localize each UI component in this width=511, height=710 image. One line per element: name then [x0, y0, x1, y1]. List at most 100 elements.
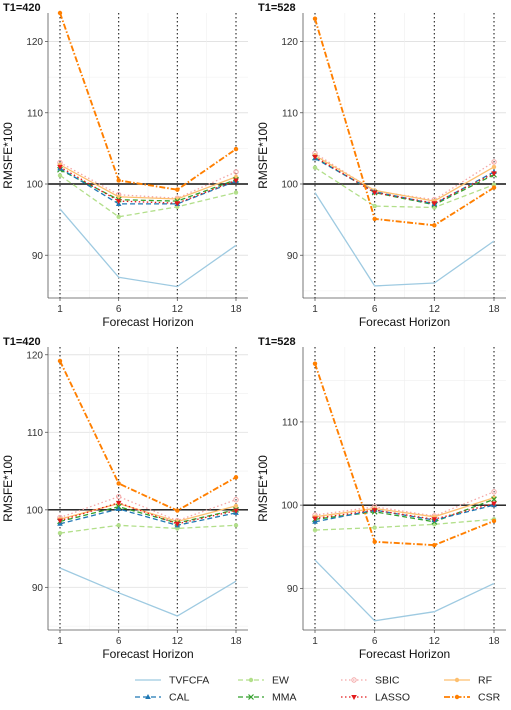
- series-csr: [57, 10, 239, 192]
- y-axis-label: RMSFE*100: [256, 455, 270, 522]
- x-tick-label: 6: [372, 304, 378, 315]
- panel-title: T1=528: [258, 336, 296, 348]
- data-point-csr: [175, 508, 180, 513]
- y-tick-label: 110: [282, 417, 298, 428]
- y-tick-label: 100: [26, 180, 43, 191]
- data-point-csr: [57, 358, 63, 364]
- series-line-ew: [314, 167, 495, 209]
- series-line-csr: [314, 18, 495, 227]
- data-point-lasso: [491, 171, 497, 177]
- legend-label: EW: [272, 675, 289, 687]
- series-lasso: [57, 164, 239, 207]
- series-csr: [312, 16, 497, 228]
- series-line-lasso: [59, 502, 237, 525]
- legend-marker: [351, 677, 357, 683]
- data-point-csr: [233, 146, 239, 152]
- data-point-ew: [312, 527, 318, 533]
- x-tick-label: 18: [488, 304, 500, 315]
- legend-label: CAL: [169, 692, 190, 704]
- legend-item-cal: CAL: [135, 692, 190, 704]
- data-point-ew: [312, 165, 318, 170]
- data-point-lasso: [57, 518, 63, 524]
- chart-panel-3: 90 100 110 120 1 6 12 18 T1=420 Forecast Horizon R…: [1, 336, 248, 661]
- x-axis-label: Forecast Horizon: [102, 647, 193, 661]
- series-line-ew: [314, 518, 495, 531]
- series-line-rf: [59, 164, 237, 200]
- panel-title: T1=420: [3, 336, 41, 348]
- y-tick-label: 110: [27, 108, 43, 119]
- y-axis-label: RMSFE*100: [256, 122, 270, 189]
- data-point-lasso: [371, 508, 378, 514]
- y-axis-label: RMSFE*100: [1, 122, 15, 189]
- data-point-lasso: [57, 164, 63, 170]
- series-tvfcfa: [59, 567, 237, 617]
- data-point-ew: [175, 526, 180, 531]
- chart-panel-2: 90 100 110 120 1 6 12 18 T1=528 Forecast Horizon R…: [256, 2, 506, 329]
- series-line-cal: [59, 508, 237, 526]
- data-point-rf: [233, 503, 239, 509]
- series-line-tvfcfa: [59, 567, 237, 617]
- series-line-cal: [314, 504, 495, 523]
- data-point-lasso: [174, 201, 181, 207]
- x-axis-label: Forecast Horizon: [102, 315, 193, 329]
- data-point-csr: [116, 178, 121, 183]
- series-line-lasso: [59, 166, 237, 204]
- legend-label: CSR: [478, 692, 501, 704]
- series-line-tvfcfa: [314, 192, 495, 287]
- data-point-ew: [57, 530, 63, 536]
- x-axis-label: Forecast Horizon: [359, 647, 450, 661]
- series-line-cal: [314, 157, 495, 205]
- x-tick-label: 18: [230, 636, 242, 647]
- x-tick-label: 12: [429, 304, 441, 315]
- series-line-cal: [59, 167, 237, 205]
- legend-label: RF: [478, 675, 492, 687]
- legend-label: SBIC: [375, 675, 400, 687]
- data-point-csr: [312, 16, 318, 21]
- series-line-mma: [314, 498, 495, 523]
- data-point-ew: [372, 525, 377, 530]
- series-line-sbic: [59, 162, 237, 199]
- series-line-rf: [314, 497, 495, 518]
- data-point-ew: [233, 523, 239, 528]
- data-point-csr: [233, 475, 239, 480]
- panel-title: T1=528: [258, 2, 296, 14]
- data-point-lasso: [431, 517, 438, 523]
- data-point-csr: [432, 223, 437, 228]
- panel-title: T1=420: [3, 2, 41, 14]
- y-tick-label: 120: [26, 37, 43, 48]
- data-point-mma: [491, 496, 497, 503]
- y-tick-label: 90: [287, 584, 299, 595]
- x-tick-label: 12: [172, 636, 184, 647]
- series-ew: [57, 523, 239, 536]
- y-axis-label: RMSFE*100: [1, 455, 15, 522]
- legend-marker: [351, 695, 357, 700]
- series-line-ew: [59, 524, 237, 534]
- data-point-csr: [116, 481, 121, 486]
- data-point-lasso: [312, 516, 318, 522]
- y-tick-label: 110: [282, 108, 298, 119]
- x-tick-label: 18: [230, 304, 242, 315]
- series-tvfcfa: [314, 559, 495, 622]
- legend-item-ew: EW: [238, 675, 289, 687]
- y-tick-label: 90: [32, 583, 44, 594]
- legend-item-sbic: SBIC: [341, 675, 400, 687]
- data-point-csr: [491, 185, 497, 190]
- data-point-ew: [233, 190, 239, 195]
- y-tick-label: 110: [27, 428, 43, 439]
- legend-marker: [145, 694, 151, 699]
- series-lasso: [312, 154, 497, 207]
- x-axis-label: Forecast Horizon: [359, 315, 450, 329]
- chart-panel-1: 90 100 110 120 1 6 12 18 T1=420 Forecast Horizon R…: [1, 2, 248, 329]
- data-point-lasso: [233, 508, 239, 514]
- series-line-rf: [314, 154, 495, 202]
- series-line-csr: [59, 12, 237, 191]
- x-tick-label: 6: [116, 304, 122, 315]
- x-tick-label: 1: [57, 304, 63, 315]
- data-point-lasso: [115, 500, 122, 506]
- x-tick-label: 18: [488, 636, 500, 647]
- legend: TVFCFA EW SBIC RF CAL MMA LASSO CSR: [135, 675, 501, 704]
- series-csr: [312, 361, 497, 548]
- data-point-csr: [372, 216, 377, 222]
- x-tick-label: 1: [57, 636, 63, 647]
